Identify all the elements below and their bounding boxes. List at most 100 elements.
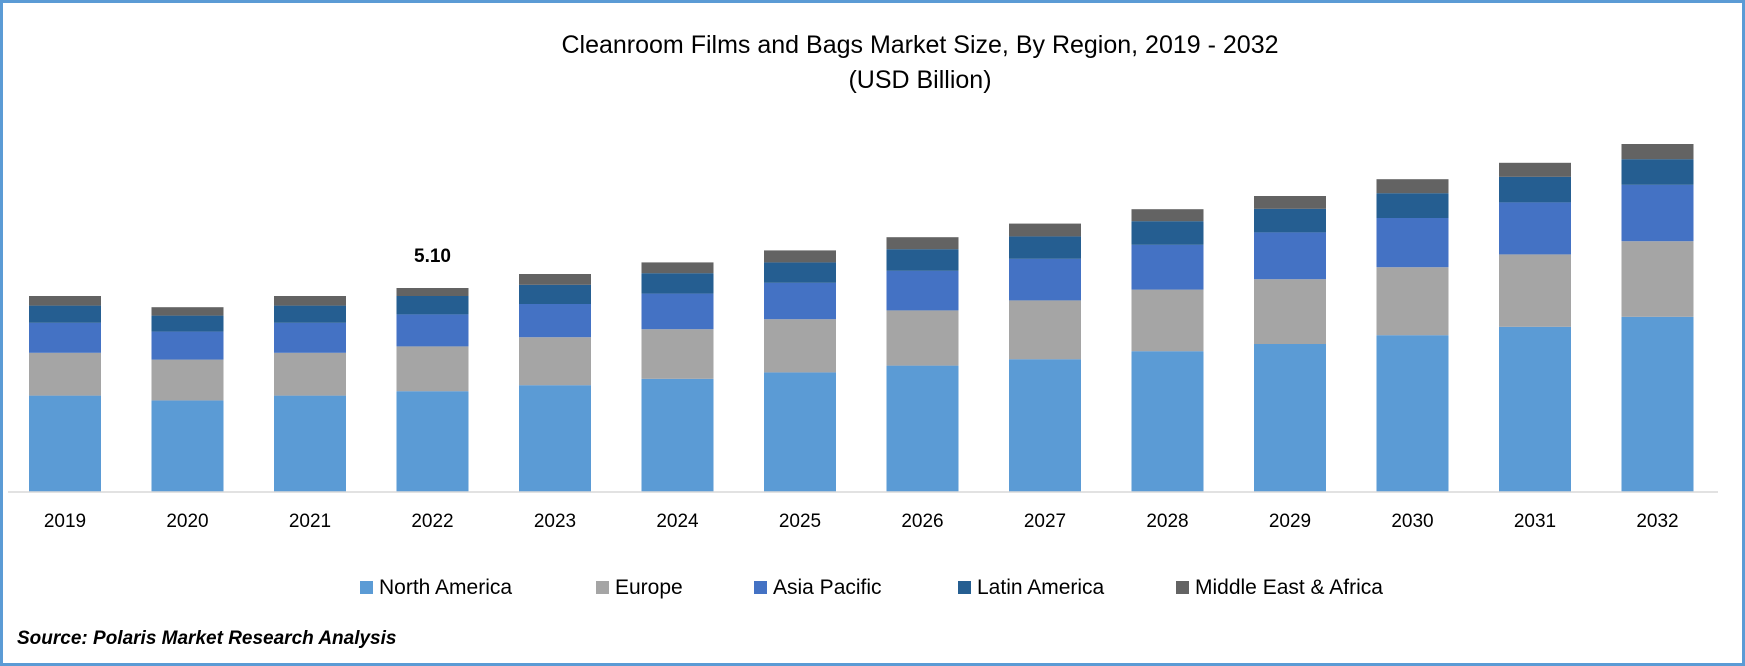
bar-2026-latin-america: [886, 249, 959, 271]
bar-2027-europe: [1009, 300, 1081, 360]
bar-2027-middle-east-africa: [1009, 223, 1081, 237]
bar-2020-middle-east-africa: [151, 307, 224, 316]
bar-2019-north-america: [29, 395, 101, 492]
legend-swatch-north-america: [360, 581, 373, 594]
bar-2030-europe: [1376, 267, 1449, 336]
x-tick-label-2028: 2028: [1146, 511, 1188, 532]
legend-swatch-middle-east-africa: [1176, 581, 1189, 594]
bar-2022-latin-america: [396, 296, 469, 315]
legend-swatch-latin-america: [958, 581, 971, 594]
legend: North America Europe Asia Pacific Latin Ame…: [360, 576, 1383, 599]
bar-2027-latin-america: [1009, 236, 1081, 259]
bar-2030-latin-america: [1376, 193, 1449, 218]
bar-2031-latin-america: [1499, 176, 1571, 203]
data-label-2022: 5.10: [414, 246, 451, 267]
bar-2028-asia-pacific: [1131, 244, 1204, 290]
bar-2029-europe: [1254, 279, 1326, 344]
bar-2020-asia-pacific: [151, 331, 224, 360]
bar-2021-north-america: [274, 395, 346, 492]
bar-2025-asia-pacific: [764, 282, 836, 320]
bar-2021-middle-east-africa: [274, 296, 346, 306]
bar-2029-middle-east-africa: [1254, 196, 1326, 209]
bar-2019-middle-east-africa: [29, 296, 101, 306]
bars-group: [29, 144, 1694, 492]
bar-2028-latin-america: [1131, 221, 1204, 245]
x-tick-label-2020: 2020: [166, 511, 208, 532]
bar-2027-asia-pacific: [1009, 258, 1081, 301]
bar-2029-latin-america: [1254, 208, 1326, 233]
bar-2023-asia-pacific: [519, 304, 591, 338]
bar-2023-middle-east-africa: [519, 274, 591, 285]
bar-2023-latin-america: [519, 284, 591, 304]
bar-2031-asia-pacific: [1499, 202, 1571, 255]
bar-2029-north-america: [1254, 344, 1326, 492]
chart-subtitle: (USD Billion): [848, 66, 991, 94]
x-tick-label-2024: 2024: [656, 511, 699, 532]
bar-2021-europe: [274, 352, 346, 396]
x-tick-label-2029: 2029: [1269, 511, 1311, 532]
bar-2026-north-america: [886, 365, 959, 492]
bar-2028-north-america: [1131, 351, 1204, 492]
bar-2020-north-america: [151, 400, 224, 492]
bar-2024-europe: [641, 329, 714, 379]
legend-label-middle-east-africa: Middle East & Africa: [1195, 576, 1383, 599]
data-labels: 5.10: [414, 246, 451, 267]
bar-2031-europe: [1499, 254, 1571, 327]
chart-title: Cleanroom Films and Bags Market Size, By…: [561, 31, 1278, 59]
bar-2022-middle-east-africa: [396, 288, 469, 296]
legend-label-europe: Europe: [615, 576, 683, 599]
bar-2023-europe: [519, 337, 591, 386]
bar-2021-latin-america: [274, 305, 346, 323]
x-tick-label-2027: 2027: [1024, 511, 1066, 532]
bar-2025-europe: [764, 319, 836, 373]
bar-2031-north-america: [1499, 326, 1571, 492]
bar-2024-latin-america: [641, 273, 714, 294]
bar-2032-middle-east-africa: [1621, 144, 1694, 160]
legend-label-asia-pacific: Asia Pacific: [773, 576, 882, 599]
bar-2026-asia-pacific: [886, 270, 959, 311]
bar-2021-asia-pacific: [274, 322, 346, 353]
x-tick-label-2019: 2019: [44, 511, 86, 532]
bar-2020-latin-america: [151, 315, 224, 332]
bar-2024-north-america: [641, 378, 714, 492]
x-axis-ticks: 2019 2020 2021 2022 2023 2024 2025 2026 2027 2028…: [44, 511, 1679, 532]
x-tick-label-2031: 2031: [1514, 511, 1556, 532]
bar-2019-latin-america: [29, 305, 101, 323]
bar-2025-middle-east-africa: [764, 250, 836, 263]
legend-label-north-america: North America: [379, 576, 512, 599]
legend-swatch-europe: [596, 581, 609, 594]
bar-2019-asia-pacific: [29, 322, 101, 353]
x-tick-label-2026: 2026: [901, 511, 943, 532]
bar-2032-north-america: [1621, 316, 1694, 492]
bar-2022-asia-pacific: [396, 314, 469, 347]
bar-2025-north-america: [764, 372, 836, 492]
bar-2020-europe: [151, 359, 224, 401]
x-tick-label-2021: 2021: [289, 511, 331, 532]
bar-2025-latin-america: [764, 262, 836, 283]
bar-2032-europe: [1621, 241, 1694, 317]
bar-2030-middle-east-africa: [1376, 179, 1449, 194]
legend-swatch-asia-pacific: [754, 581, 767, 594]
x-tick-label-2025: 2025: [779, 511, 821, 532]
bar-2030-asia-pacific: [1376, 218, 1449, 268]
bar-2023-north-america: [519, 385, 591, 492]
bar-2028-middle-east-africa: [1131, 209, 1204, 222]
bar-2032-asia-pacific: [1621, 184, 1694, 242]
x-tick-label-2032: 2032: [1636, 511, 1678, 532]
bar-2026-middle-east-africa: [886, 237, 959, 250]
bar-2022-europe: [396, 346, 469, 392]
bar-2024-asia-pacific: [641, 293, 714, 330]
bar-2029-asia-pacific: [1254, 232, 1326, 280]
legend-label-latin-america: Latin America: [977, 576, 1105, 599]
bar-2030-north-america: [1376, 335, 1449, 492]
x-tick-label-2023: 2023: [534, 511, 576, 532]
bar-2024-middle-east-africa: [641, 262, 714, 274]
bar-2026-europe: [886, 310, 959, 366]
bar-2032-latin-america: [1621, 159, 1694, 185]
x-tick-label-2022: 2022: [411, 511, 453, 532]
bar-2028-europe: [1131, 289, 1204, 352]
source-note: Source: Polaris Market Research Analysis: [17, 628, 397, 649]
bar-2027-north-america: [1009, 359, 1081, 492]
bar-2019-europe: [29, 352, 101, 396]
